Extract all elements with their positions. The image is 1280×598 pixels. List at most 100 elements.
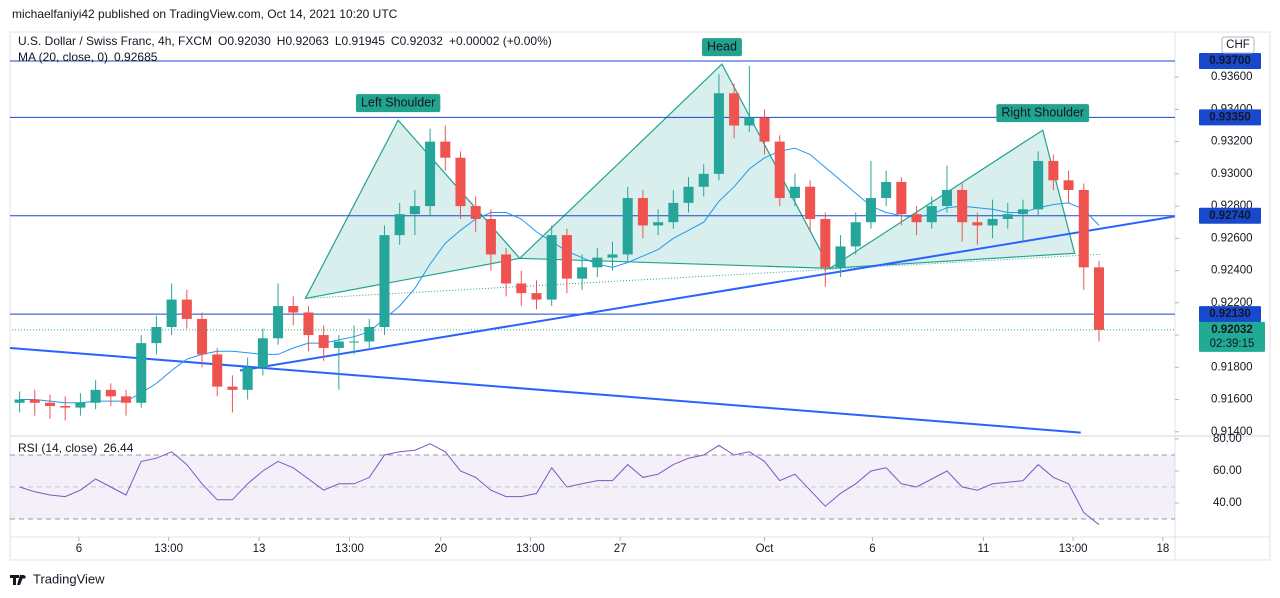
candle-body [820,218,831,268]
x-tick-label: 27 [614,543,627,555]
candle-body [744,117,755,126]
candle-body [896,181,907,215]
x-tick-label: 13:00 [335,543,364,555]
candle-body [455,157,466,207]
candle-body [394,214,405,236]
candle-body [75,402,86,408]
candle-body [683,186,694,203]
x-tick-label: 18 [1156,543,1169,555]
price-pane [10,60,1175,434]
y-tick-label: 0.92600 [1211,232,1253,244]
rsi-band [10,454,1175,519]
level-label-box [1199,207,1261,224]
candle-body [273,306,284,339]
candle-body [805,186,816,219]
x-tick-label: 13:00 [1059,543,1088,555]
candle-body [364,326,375,342]
candle-body [531,293,542,300]
candle-body [1033,160,1044,210]
pattern-label: Right Shoulder [996,104,1090,123]
x-tick-label: 11 [977,543,989,555]
candle-body [850,222,861,247]
candle-body [136,343,147,403]
pattern-label-box [996,104,1090,123]
x-tick-label: Oct [756,543,775,555]
candle-body [835,246,846,268]
level-label: 0.92740 [1209,210,1251,222]
candle-body [865,198,876,223]
candle-body [440,141,451,158]
candle-body [242,367,253,390]
candle-body [911,214,922,223]
candle-body [212,354,223,387]
rsi-value: 26.44 [103,441,133,455]
candle-body [881,181,892,199]
candle-body [987,218,998,226]
candle-body [622,198,633,255]
x-tick-label: 13 [253,543,266,555]
candle-body [14,399,25,403]
candle-body [941,189,952,207]
currency: CHF [1226,39,1250,51]
level-label-box [1199,109,1261,126]
candle-body [105,389,116,397]
candle-body [668,202,679,223]
candle-body [90,389,101,403]
publish-credit: michaelfaniyi42 published on TradingView… [12,7,398,21]
y-tick-label: 0.91400 [1211,426,1253,438]
legend-text: 0.92032 [400,34,444,48]
candle-body [926,206,937,223]
candle-body [546,235,557,300]
candle-body [425,141,436,207]
candle-body [729,93,740,126]
candle-body [60,405,71,408]
candle-body [592,257,603,268]
y-tick-label: 80.00 [1213,433,1242,445]
candle-body [516,283,527,294]
legend-text: 0.92030 [227,34,271,48]
rsi-name: RSI (14, close) [18,441,97,455]
candle-body [121,396,132,403]
overlay: U.S. Dollar / Swiss Franc, 4h, FXCM O 0.92… [18,34,1265,555]
x-tick-label: 20 [434,543,447,555]
candle-body [151,326,162,344]
legend-text: H [277,34,286,48]
candle-body [759,117,770,142]
candle-body [288,306,299,313]
ma-line [19,147,1100,404]
level-label-box [1199,53,1261,70]
y-tick-label: 0.93000 [1211,168,1253,180]
candle-body [957,189,968,223]
y-tick-label: 0.92400 [1211,265,1253,277]
pattern-label-text: Left Shoulder [361,95,435,109]
legend-text: L [335,34,342,48]
candle-body [227,386,238,390]
y-tick-label: 0.91600 [1211,394,1253,406]
x-tick-label: 13:00 [154,543,183,555]
pattern-label: Head [702,38,742,57]
pattern-label: Left Shoulder [355,94,441,113]
legend-text: +0.00002 (+0.00%) [449,34,552,48]
pattern-label-box [355,94,441,113]
candle-body [333,341,344,348]
x-tick-label: 6 [869,543,875,555]
candle-body [303,312,314,336]
candle-body [379,235,390,327]
legend-text: U.S. Dollar / Swiss Franc, 4h, FXCM [18,34,212,48]
candle-body [789,186,800,199]
current-price-box [1199,321,1265,352]
candle-body [607,254,618,258]
current-price-label: 0.92032 [1211,324,1253,336]
currency-box [1221,36,1255,54]
y-tick-label: 0.92200 [1211,297,1253,309]
candle-body [257,338,268,368]
x-tick-label: 6 [76,543,82,555]
candle-body [653,222,664,226]
neckline [305,253,1101,299]
candle-body [485,218,496,255]
x-tick-label: 13:00 [516,543,545,555]
candle-body [44,402,56,406]
candle-body [1063,180,1074,190]
legend-text: 0.92685 [114,50,158,64]
